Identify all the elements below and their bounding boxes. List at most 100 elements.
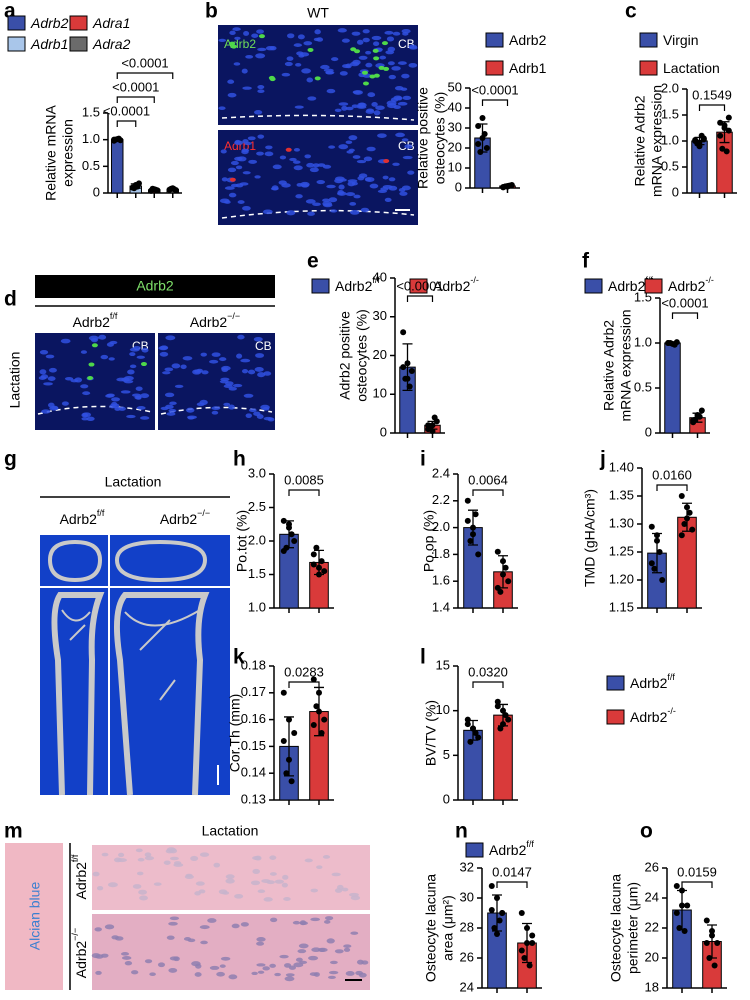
legend-name: Adrb1 [509, 60, 547, 76]
nucleus [331, 57, 339, 62]
data-point [280, 689, 287, 696]
nucleus [281, 183, 291, 188]
significance-bracket [472, 489, 504, 496]
nucleus [124, 960, 133, 966]
data-point [408, 368, 415, 374]
nucleus [349, 892, 359, 897]
nucleus [305, 199, 316, 204]
nucleus [329, 960, 338, 965]
nucleus [397, 101, 408, 106]
legend-superscript: -/- [705, 275, 714, 285]
nucleus [229, 30, 236, 36]
nucleus [199, 852, 210, 857]
nucleus [132, 884, 142, 889]
nucleus [274, 972, 281, 977]
data-point [316, 689, 322, 696]
nucleus [163, 860, 171, 865]
nucleus [164, 392, 175, 398]
nucleus [233, 62, 241, 66]
nucleus [39, 369, 47, 375]
nucleus [388, 185, 398, 191]
nucleus [243, 31, 250, 36]
nucleus [256, 937, 266, 942]
legend-label: Adrb2-/- [630, 706, 676, 724]
nucleus [299, 920, 307, 926]
nucleus [401, 185, 411, 191]
nucleus [322, 855, 331, 859]
nucleus [365, 109, 375, 114]
nucleus [395, 132, 405, 138]
legend-swatch [584, 278, 603, 294]
nucleus [256, 963, 266, 967]
legend-name: Adrb2 [630, 675, 668, 691]
stain-signal [361, 70, 368, 75]
nucleus [169, 848, 178, 854]
nucleus [48, 402, 55, 408]
nucleus [322, 201, 332, 207]
nucleus [293, 148, 300, 152]
nucleus [153, 882, 162, 886]
nucleus [98, 334, 107, 340]
nucleus [257, 89, 265, 94]
superscript: −/− [227, 311, 240, 321]
nucleus [234, 156, 243, 161]
nucleus [293, 43, 303, 47]
nucleus [105, 393, 114, 398]
data-point [500, 558, 506, 565]
nucleus [392, 162, 400, 166]
data-point [725, 114, 732, 121]
panel-letter: b [205, 0, 218, 23]
nucleus [149, 972, 156, 976]
nucleus [253, 110, 263, 115]
data-point [711, 962, 718, 969]
nucleus [228, 192, 237, 198]
legend-swatch [7, 15, 26, 31]
legend-swatch [485, 60, 504, 76]
nucleus [327, 975, 336, 980]
nucleus [111, 935, 119, 940]
y-tick-label: 0 [455, 179, 462, 194]
nucleus [307, 211, 315, 216]
nucleus [301, 68, 312, 74]
y-tick-label: 1.0 [634, 334, 652, 349]
legend-name: Adrb2 [608, 278, 646, 294]
stain-signal [285, 147, 292, 152]
nucleus [263, 416, 273, 421]
significance-bracket [116, 120, 137, 127]
data-point [483, 145, 490, 151]
nucleus [136, 355, 146, 359]
nucleus [80, 350, 87, 354]
nucleus [367, 92, 376, 98]
nucleus [245, 413, 252, 418]
y-tick-label: 1.8 [432, 546, 450, 561]
nucleus [328, 197, 338, 203]
legend-superscript: -/- [667, 706, 676, 716]
nucleus [227, 79, 235, 84]
nucleus [136, 871, 144, 876]
y-axis-label: Relative mRNA [43, 105, 59, 201]
nucleus [248, 408, 257, 413]
data-point [684, 504, 690, 511]
data-point [706, 955, 713, 961]
legend-superscript: f/f [372, 275, 380, 285]
y-tick-label: 20 [373, 347, 387, 362]
nucleus [183, 937, 192, 941]
nucleus [141, 347, 149, 353]
data-point [673, 883, 680, 889]
nucleus [137, 857, 145, 862]
nucleus [180, 364, 187, 370]
data-point [648, 560, 655, 567]
nucleus [304, 858, 313, 863]
data-point [717, 119, 724, 126]
nucleus [219, 198, 230, 204]
nucleus [169, 856, 179, 861]
nucleus [64, 376, 74, 381]
legend-swatch [465, 842, 484, 858]
data-point [115, 135, 122, 142]
nucleus [310, 888, 319, 893]
nucleus [322, 198, 330, 203]
panel-letter: l [420, 646, 426, 669]
data-point [679, 902, 685, 909]
legend-label: Adrb2-/- [668, 275, 714, 293]
stain-signal [381, 41, 388, 46]
